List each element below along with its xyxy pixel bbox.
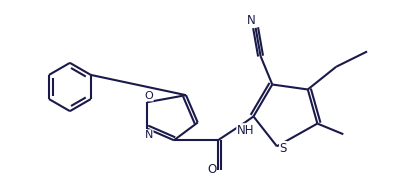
Text: N: N — [144, 130, 153, 140]
Text: O: O — [144, 91, 153, 101]
Text: S: S — [280, 142, 287, 155]
Text: N: N — [247, 14, 256, 27]
Text: O: O — [207, 163, 216, 176]
Text: NH: NH — [237, 124, 255, 137]
